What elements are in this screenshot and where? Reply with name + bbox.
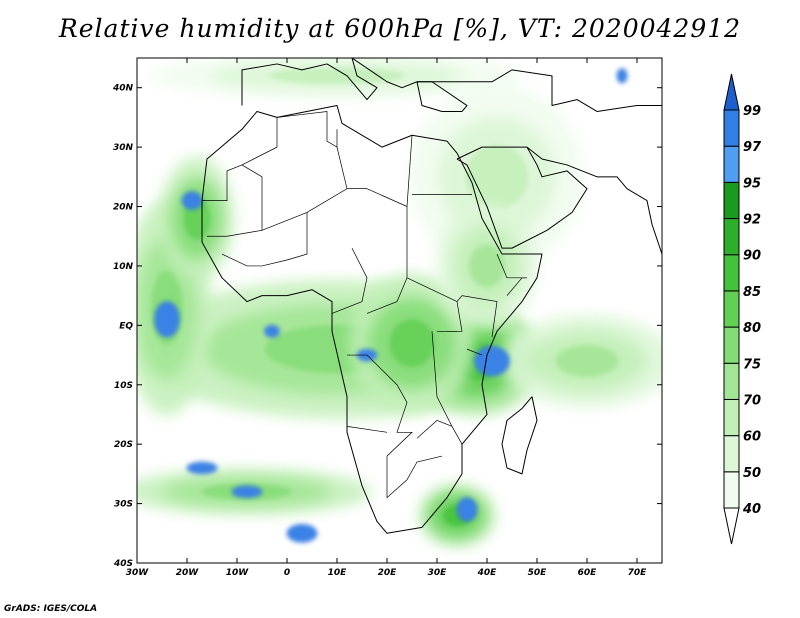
humidity-region-west-africa-coast [159, 156, 235, 281]
lat-tick-label: 10N [113, 262, 134, 272]
coastline-turkey-caucasus [417, 69, 662, 112]
country-border [406, 135, 413, 207]
colorbar-label: 90 [743, 249, 761, 264]
lon-tick-label: 10W [226, 568, 250, 578]
country-border [346, 426, 388, 433]
colorbar-box-92 [723, 181, 740, 220]
saturated-patch [154, 301, 180, 338]
colorbar-box-90 [723, 218, 740, 256]
coastline-madagascar [501, 396, 538, 475]
humidity-region-southeast-africa [419, 484, 495, 547]
colorbar-box-97 [723, 109, 740, 147]
lon-tick-label: 0 [284, 568, 290, 578]
colorbar-label: 92 [743, 213, 761, 228]
colorbar: 40 50 60 70 75 80 85 90 92 95 97 99 [723, 73, 762, 545]
lon-tick-label: 50E [528, 568, 548, 578]
lon-tick-label: 20E [378, 568, 398, 578]
humidity-region-mediterranean [149, 58, 525, 99]
lat-tick-label: EQ [119, 321, 133, 331]
saturated-patch [456, 497, 478, 522]
lat-tick-label: 40N [112, 84, 134, 94]
country-border [347, 354, 443, 499]
saturated-patch [286, 524, 318, 543]
lon-tick-label: 30E [428, 568, 448, 578]
map-title: Relative humidity at 600hPa [%], VT: 202… [58, 14, 742, 43]
latitude-ticks: 40N 30N 20N 10N EQ 10S 20S 30S 40S [112, 84, 662, 569]
humidity-region-congo-basin [349, 273, 475, 413]
country-borders [202, 111, 527, 499]
country-border [506, 277, 527, 296]
colorbar-box-40 [723, 471, 740, 509]
saturated-patch [186, 461, 218, 475]
colorbar-box-60 [723, 398, 740, 437]
coastline-africa [201, 105, 543, 534]
humidity-region-horn-of-africa [437, 204, 537, 328]
colorbar-label: 80 [743, 321, 761, 336]
saturated-patch [181, 191, 203, 210]
colorbar-box-70 [723, 362, 740, 400]
country-border [221, 212, 308, 267]
colorbar-box-75 [723, 326, 740, 364]
colorbar-label: 50 [743, 466, 761, 481]
country-border [241, 117, 278, 166]
country-border [496, 253, 527, 279]
country-border [331, 247, 368, 314]
coastlines [201, 58, 662, 534]
colorbar-label: 97 [743, 140, 762, 155]
lon-tick-label: 70E [628, 568, 648, 578]
plot-frame [136, 57, 663, 564]
saturated-patches [154, 68, 628, 543]
colorbar-box-80 [723, 290, 740, 328]
humidity-region-indian-ocean [499, 314, 662, 408]
colorbar-label: 85 [743, 285, 761, 300]
country-border [416, 420, 453, 439]
colorbar-box-95 [723, 145, 740, 183]
lon-tick-label: 30W [126, 568, 150, 578]
coastline-europe [241, 58, 468, 112]
lat-tick-label: 40S [113, 559, 133, 569]
colorbar-label: 60 [743, 430, 761, 445]
country-border [431, 331, 463, 445]
coastline-arabia [456, 146, 588, 249]
colorbar-label: 75 [743, 357, 761, 372]
country-border [366, 277, 408, 314]
lat-tick-label: 20N [113, 203, 134, 213]
lon-tick-label: 20W [176, 568, 200, 578]
colorbar-label: 40 [742, 502, 761, 517]
longitude-ticks: 30W 20W 10W 0 10E 20E 30E 40E 50E 60E 70E [126, 58, 647, 578]
grads-credit: GrADS: IGES/COLA [4, 604, 98, 614]
colorbar-bottom-arrow [723, 507, 740, 545]
colorbar-box-50 [723, 435, 740, 473]
country-border [406, 277, 498, 338]
colorbar-top-arrow [723, 73, 740, 111]
lat-tick-label: 20S [114, 440, 133, 450]
country-border [466, 348, 483, 356]
colorbar-box-85 [723, 254, 740, 292]
country-border [261, 188, 408, 278]
lon-tick-label: 10E [328, 568, 348, 578]
lon-tick-label: 60E [578, 568, 598, 578]
saturated-patch [616, 68, 628, 84]
coastline-iran-coast [526, 146, 662, 255]
colorbar-label: 70 [743, 393, 761, 408]
lat-tick-label: 30N [113, 143, 134, 153]
lat-tick-label: 10S [114, 381, 133, 391]
saturated-patch [264, 325, 280, 338]
lon-tick-label: 40E [477, 568, 498, 578]
colorbar-label: 95 [743, 176, 761, 191]
saturated-patch [231, 485, 263, 498]
saturated-patch [474, 345, 510, 377]
colorbar-label: 99 [743, 104, 761, 119]
country-border [202, 164, 243, 201]
lat-tick-label: 30S [114, 500, 133, 510]
